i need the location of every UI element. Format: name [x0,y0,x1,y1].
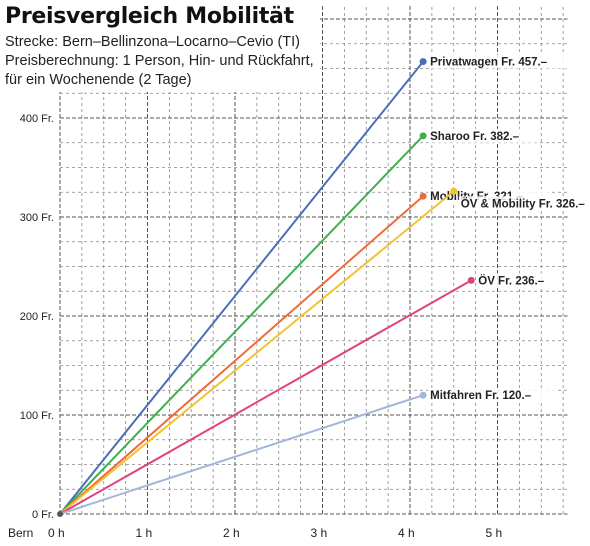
x-tick-label: 0 h [48,526,65,540]
series-label-bg [428,54,571,69]
chart-title: Preisvergleich Mobilität [5,4,294,29]
chart-header: Preisvergleich Mobilität Strecke: Bern–B… [5,4,320,92]
x-tick-label: 5 h [486,526,503,540]
series-end-point [419,192,427,200]
series-label-bg [476,273,560,288]
series-label: ÖV Fr. 236.– [478,274,544,287]
x-origin-label: Bern [8,526,33,540]
series-label: Sharoo Fr. 382.– [430,131,519,143]
series-label: Privatwagen Fr. 457.– [430,57,548,69]
series-line [59,190,455,515]
series-line [59,134,425,515]
series-line [59,195,425,515]
x-tick-label: 3 h [311,526,328,540]
series-line [59,60,425,515]
series-end-point [419,132,427,140]
series-label-bg [428,128,538,143]
x-tick-label: 4 h [398,526,415,540]
series-line [59,394,425,515]
subtitle-pricing: Preisberechnung: 1 Person, Hin- und Rück… [5,53,314,69]
subtitle-route: Strecke: Bern–Bellinzona–Locarno–Cevio (… [5,34,300,50]
origin-point [57,511,63,517]
x-tick-label: 2 h [223,526,240,540]
series-label-bg [458,196,590,211]
series-label-bg [428,388,558,403]
series-label: Mitfahren Fr. 120.– [430,390,532,402]
series-label: ÖV & Mobility Fr. 326.– [461,197,586,210]
y-tick-label: 300 Fr. [20,212,54,224]
y-tick-label: 400 Fr. [20,113,54,125]
series-end-point [419,58,427,66]
x-tick-label: 1 h [136,526,153,540]
series-end-point [419,391,427,399]
series-end-point [450,187,458,195]
series-end-point [467,276,475,284]
y-tick-label: 200 Fr. [20,311,54,323]
series-line [59,279,473,515]
y-tick-label: 0 Fr. [32,509,54,521]
subtitle-duration: für ein Wochenende (2 Tage) [5,72,192,88]
y-tick-label: 100 Fr. [20,410,54,422]
